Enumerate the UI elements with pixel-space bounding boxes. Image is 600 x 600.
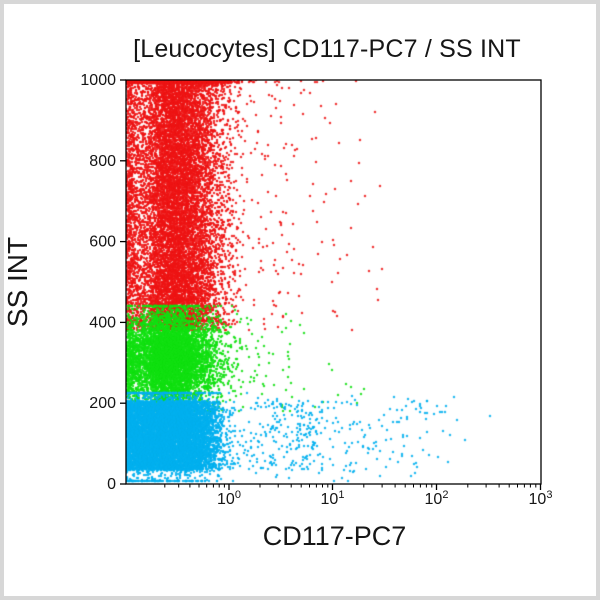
svg-text:SS INT: SS INT <box>2 237 33 327</box>
svg-text:[Leucocytes] CD117-PC7 / SS IN: [Leucocytes] CD117-PC7 / SS INT <box>133 35 521 63</box>
svg-text:102: 102 <box>425 489 449 508</box>
svg-text:0: 0 <box>107 476 116 493</box>
svg-text:1000: 1000 <box>80 72 116 89</box>
svg-text:CD117-PC7: CD117-PC7 <box>263 521 407 551</box>
svg-text:600: 600 <box>89 234 116 251</box>
svg-text:400: 400 <box>89 314 116 331</box>
svg-text:103: 103 <box>529 489 553 508</box>
svg-text:100: 100 <box>217 489 241 508</box>
svg-text:200: 200 <box>89 395 116 412</box>
svg-text:800: 800 <box>89 153 116 170</box>
svg-text:101: 101 <box>321 489 345 508</box>
